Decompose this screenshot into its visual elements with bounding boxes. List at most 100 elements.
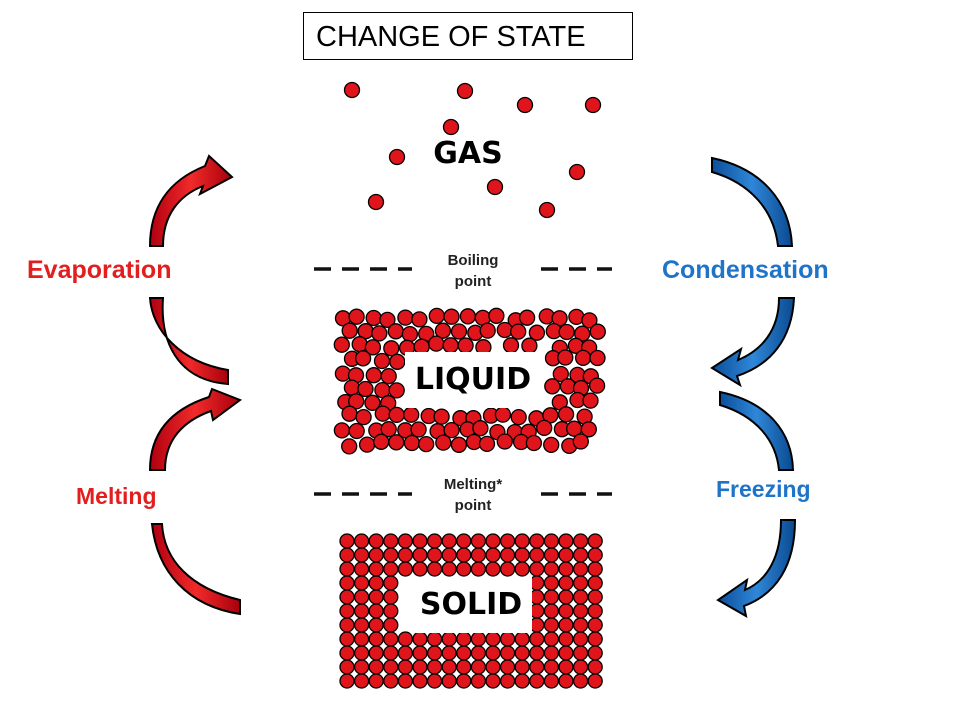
liquid-particle	[488, 307, 505, 324]
solid-particle	[485, 547, 501, 563]
solid-particle	[587, 631, 603, 647]
solid-particle	[558, 603, 574, 619]
solid-particle	[412, 659, 428, 675]
solid-particle	[426, 673, 443, 689]
liquid-particle	[434, 322, 452, 339]
gas-particle	[456, 82, 474, 100]
liquid-particle	[343, 379, 361, 396]
liquid-particle	[442, 337, 459, 354]
solid-particle	[485, 533, 501, 549]
solid-particle	[587, 547, 603, 563]
liquid-particle	[348, 308, 365, 325]
solid-particle	[572, 533, 589, 549]
boiling-point-label: Boiling point	[418, 250, 528, 292]
liquid-particle	[354, 350, 372, 367]
solid-particle	[339, 603, 355, 619]
solid-particle	[470, 547, 487, 563]
solid-particle	[572, 659, 589, 675]
solid-particle	[514, 561, 530, 577]
liquid-particle	[397, 309, 414, 326]
solid-particle	[587, 533, 603, 549]
solid-particle	[499, 533, 516, 549]
liquid-particle	[450, 323, 468, 340]
solid-particle	[383, 645, 399, 661]
solid-particle	[412, 561, 428, 577]
liquid-particle	[525, 434, 543, 452]
evaporation-label: Evaporation	[27, 256, 172, 284]
liquid-particle	[373, 433, 390, 450]
solid-particle	[368, 673, 384, 689]
solid-particle	[383, 589, 399, 605]
liquid-particle	[428, 335, 445, 352]
solid-particle	[441, 533, 457, 549]
solid-particle	[339, 533, 355, 549]
solid-particle	[485, 673, 501, 689]
solid-particle	[412, 645, 428, 661]
solid-particle	[587, 617, 603, 633]
liquid-particle	[588, 377, 606, 394]
solid-particle	[514, 631, 530, 647]
solid-particle	[529, 547, 545, 563]
solid-particle	[368, 561, 384, 577]
liquid-particle	[365, 367, 382, 384]
solid-particle	[543, 575, 560, 591]
boiling-point-line1: Boiling	[447, 252, 499, 269]
solid-particle	[368, 589, 384, 605]
solid-particle	[397, 659, 414, 675]
solid-particle	[485, 631, 501, 647]
solid-particle	[339, 575, 355, 591]
solid-particle	[383, 533, 399, 549]
solid-particle	[368, 617, 384, 633]
solid-particle	[558, 589, 574, 605]
solid-particle	[499, 561, 516, 577]
solid-particle	[339, 547, 355, 563]
solid-particle	[485, 645, 501, 661]
solid-particle	[339, 589, 355, 605]
solid-particle	[412, 547, 428, 563]
solid-particle	[426, 645, 443, 661]
liquid-particle	[589, 323, 606, 340]
solid-particle	[353, 547, 370, 563]
solid-particle	[543, 659, 560, 675]
solid-particle	[353, 673, 370, 689]
solid-particle	[485, 561, 501, 577]
solid-particle	[383, 561, 399, 577]
solid-particle	[397, 673, 414, 689]
solid-particle	[529, 561, 545, 577]
solid-particle	[470, 533, 487, 549]
liquid-particle	[348, 393, 365, 410]
solid-particle	[383, 547, 399, 563]
liquid-particle	[351, 336, 368, 353]
solid-particle	[499, 659, 516, 675]
solid-particle	[426, 561, 443, 577]
liquid-particle	[472, 420, 489, 437]
liquid-particle	[582, 392, 599, 409]
solid-particle	[353, 659, 370, 675]
liquid-particle	[401, 325, 419, 343]
solid-particle	[470, 659, 487, 675]
solid-particle	[514, 533, 530, 549]
liquid-particle	[510, 408, 527, 426]
solid-particle	[383, 603, 399, 619]
solid-particle	[514, 547, 530, 563]
liquid-particle	[558, 323, 575, 341]
solid-particle	[368, 645, 384, 661]
solid-particle	[587, 603, 603, 619]
solid-particle	[470, 645, 487, 661]
boiling-point-line2: point	[454, 273, 492, 290]
liquid-particle	[380, 368, 397, 385]
liquid-particle	[502, 337, 520, 354]
liquid-particle	[333, 422, 351, 439]
gas-particle	[516, 96, 534, 114]
melting-label: Melting	[76, 483, 157, 509]
liquid-particle	[389, 353, 406, 370]
liquid-particle	[410, 421, 427, 438]
solid-particle	[397, 561, 414, 577]
liquid-particle	[574, 349, 592, 367]
solid-particle	[529, 631, 545, 647]
liquid-particle	[544, 378, 561, 395]
solid-particle	[368, 533, 384, 549]
solid-particle	[587, 645, 603, 661]
liquid-particle	[518, 309, 536, 326]
freezing-arrow	[716, 390, 797, 618]
